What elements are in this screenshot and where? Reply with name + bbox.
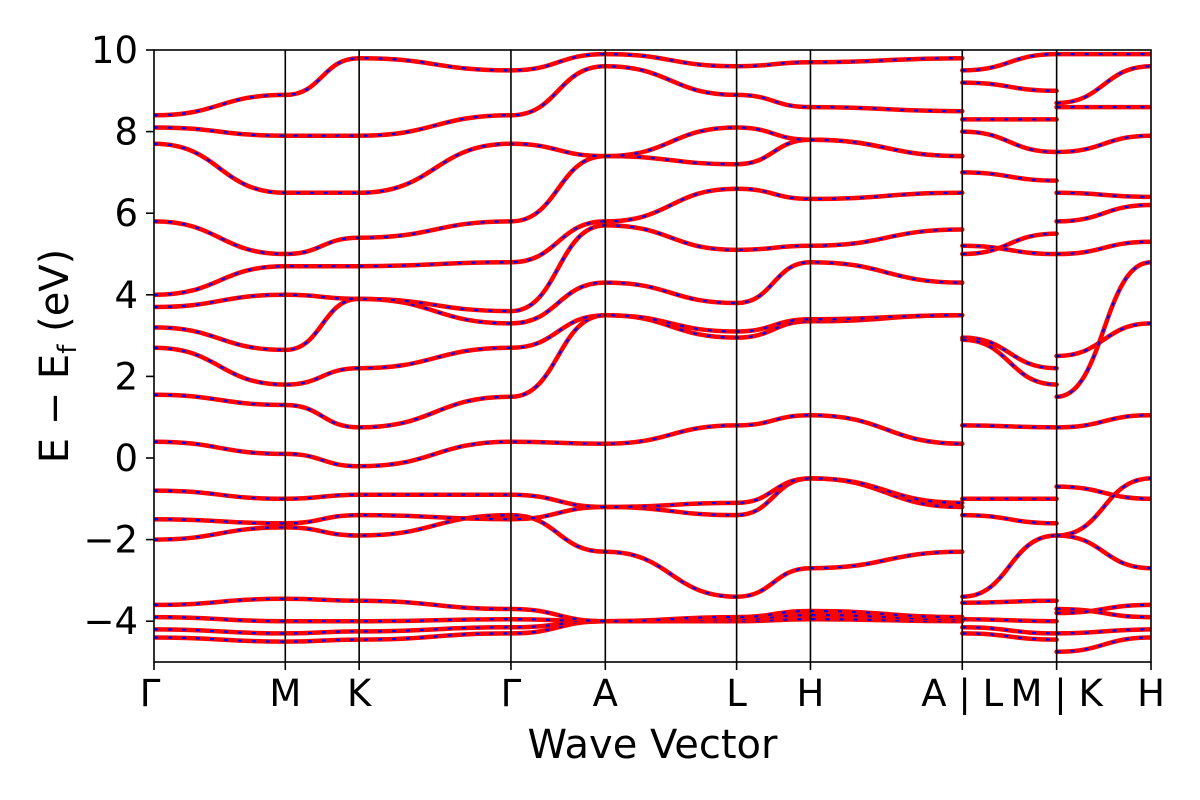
band-line-red bbox=[1054, 202, 1151, 224]
band-line-blue bbox=[1056, 322, 1151, 358]
x-tick-label: M bbox=[269, 672, 301, 715]
x-tick-label: Γ bbox=[501, 672, 522, 715]
y-tick-label: 0 bbox=[114, 437, 138, 480]
band-line-red bbox=[960, 512, 1059, 526]
band-line-red bbox=[154, 259, 965, 353]
x-tick-label: H bbox=[797, 672, 825, 715]
y-tick-label: −4 bbox=[83, 600, 138, 643]
y-tick-label: 8 bbox=[114, 111, 138, 154]
band-line-red bbox=[1054, 635, 1151, 655]
band-line-red bbox=[154, 186, 965, 298]
band-line-blue bbox=[962, 338, 1057, 386]
band-line-red bbox=[1054, 239, 1151, 257]
band-line-red bbox=[1054, 190, 1151, 200]
x-tick-label: A | L bbox=[921, 672, 1003, 715]
x-tick-label: A bbox=[593, 672, 618, 715]
band-line-red bbox=[960, 598, 1059, 606]
band-line-blue bbox=[154, 314, 963, 386]
band-line-red bbox=[960, 231, 1059, 257]
band-line-blue bbox=[154, 65, 963, 137]
band-line-red bbox=[1054, 412, 1151, 430]
y-tick-label: 2 bbox=[114, 355, 138, 398]
band-line-red bbox=[1054, 133, 1151, 155]
band-line-red bbox=[960, 631, 1059, 642]
band-line-red bbox=[154, 412, 965, 469]
band-line-red bbox=[960, 625, 1059, 636]
band-lines bbox=[154, 51, 1151, 655]
band-line-blue bbox=[154, 138, 963, 256]
x-tick-label: Γ bbox=[140, 672, 161, 715]
band-line-red bbox=[960, 80, 1059, 94]
y-tick-label: 4 bbox=[114, 274, 138, 317]
band-line-red bbox=[960, 337, 1059, 387]
band-line-red bbox=[1054, 602, 1151, 616]
band-line-blue bbox=[962, 534, 1057, 598]
band-line-blue bbox=[1056, 261, 1151, 398]
band-line-red bbox=[1054, 606, 1151, 620]
band-line-red bbox=[960, 51, 1059, 73]
band-line-blue bbox=[1056, 477, 1151, 537]
band-line-red bbox=[1054, 64, 1151, 106]
band-line-red bbox=[960, 129, 1059, 155]
x-tick-label: L bbox=[726, 672, 747, 715]
band-line-red bbox=[960, 423, 1059, 430]
y-axis-label-unit: (eV) bbox=[32, 249, 78, 345]
y-axis-label-subscript: f bbox=[53, 344, 83, 354]
band-line-blue bbox=[1056, 534, 1151, 570]
y-axis-label: E − Ef (eV) bbox=[32, 249, 83, 464]
plot-frame bbox=[153, 49, 1152, 663]
x-tick-label: H bbox=[1137, 672, 1165, 715]
band-line-blue bbox=[962, 336, 1057, 370]
band-line-red bbox=[960, 243, 1059, 257]
x-tick-label: K bbox=[347, 672, 373, 715]
y-tick-label: 6 bbox=[114, 192, 138, 235]
x-tick-label: M | K bbox=[1011, 672, 1105, 715]
band-line-blue bbox=[154, 261, 963, 352]
y-tick-label: 10 bbox=[91, 29, 138, 72]
band-line-blue bbox=[154, 414, 963, 468]
band-line-red bbox=[1054, 627, 1151, 636]
band-line-red bbox=[154, 64, 965, 138]
band-line-red bbox=[154, 223, 965, 314]
x-axis-label: Wave Vector bbox=[528, 722, 779, 768]
high-symmetry-lines bbox=[284, 50, 1058, 662]
band-line-red bbox=[1054, 484, 1151, 502]
band-line-red bbox=[154, 476, 965, 510]
band-line-blue bbox=[154, 477, 963, 509]
band-line-red bbox=[154, 512, 965, 599]
band-line-red bbox=[960, 170, 1059, 183]
band-line-red bbox=[1054, 533, 1151, 571]
y-axis-ticks: −4 −2 0 2 4 6 8 10 bbox=[83, 29, 154, 643]
band-line-blue bbox=[154, 477, 963, 525]
y-tick-label: −2 bbox=[83, 519, 138, 562]
y-axis-label-main: E − E bbox=[32, 354, 78, 464]
band-line-red bbox=[960, 616, 1059, 624]
